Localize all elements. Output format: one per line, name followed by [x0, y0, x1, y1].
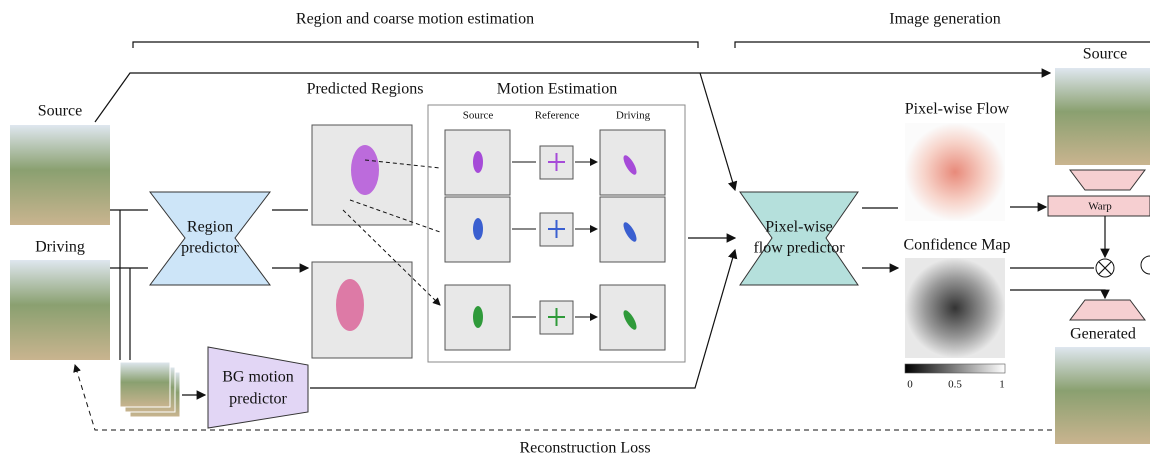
arrow [272, 210, 308, 268]
loss-label: Reconstruction Loss [519, 440, 650, 456]
block-label: predictor [229, 391, 287, 408]
arrow [700, 73, 735, 190]
input-label: Driving [35, 239, 85, 256]
input-label: Source [38, 103, 82, 120]
region-blob [351, 145, 379, 195]
section-label: Image generation [889, 11, 1001, 28]
source-image [10, 125, 110, 225]
block-label: Warp [1088, 201, 1112, 213]
title: Confidence Map [903, 237, 1010, 254]
column-header: Reference [535, 110, 580, 122]
title: Motion Estimation [497, 81, 617, 98]
title: Source [1083, 46, 1127, 63]
title: Generated [1070, 326, 1136, 343]
arrow [862, 208, 898, 268]
multiply [1141, 256, 1150, 274]
colorbar-tick: 0.5 [948, 379, 962, 391]
flow-predictor [740, 192, 858, 285]
title: Pixel-wise Flow [905, 101, 1010, 118]
motion [473, 151, 483, 173]
block-label: flow predictor [753, 240, 845, 257]
block-label: Region [187, 219, 233, 236]
driving-image [10, 260, 110, 360]
arrow [1010, 268, 1105, 298]
column-header: Driving [616, 110, 651, 122]
flow-image [905, 123, 1005, 221]
title: Predicted Regions [307, 81, 424, 98]
stack-image [120, 362, 170, 407]
motion [473, 218, 483, 240]
block-label: predictor [181, 240, 239, 257]
motion [473, 306, 483, 328]
region-blob [336, 279, 364, 331]
colorbar-tick: 0 [907, 379, 913, 391]
section-label: Region and coarse motion estimation [296, 11, 534, 28]
diagram: Region and coarse motion estimation Imag… [0, 0, 1150, 456]
connector [110, 210, 148, 360]
decoder [1070, 300, 1145, 320]
block-label: Pixel-wise [765, 219, 833, 236]
region-predictor [150, 192, 270, 285]
confidence-image [905, 258, 1005, 358]
colorbar-tick: 1 [999, 379, 1005, 391]
encoder [1070, 170, 1145, 190]
column-header: Source [463, 110, 494, 122]
generated-image [1055, 347, 1150, 444]
colorbar [905, 364, 1005, 373]
block-label: BG motion [222, 369, 294, 386]
bg-predictor [208, 347, 308, 428]
source-image [1055, 68, 1150, 165]
bracket [133, 42, 698, 48]
